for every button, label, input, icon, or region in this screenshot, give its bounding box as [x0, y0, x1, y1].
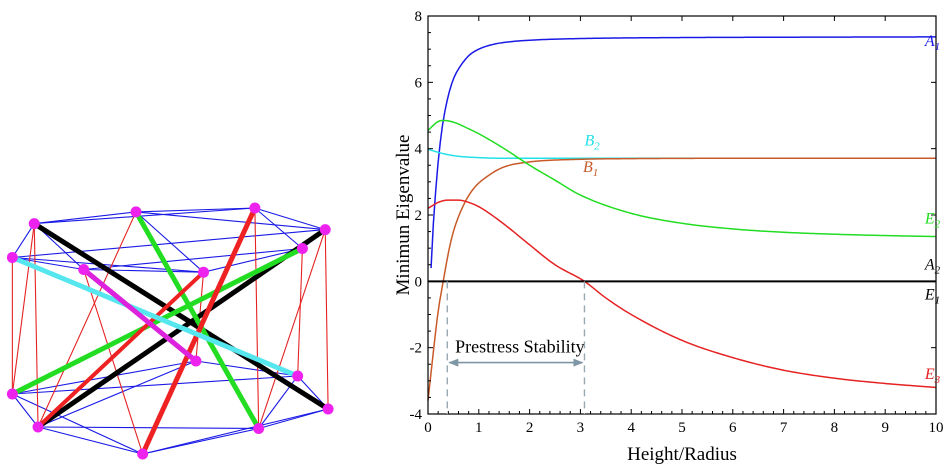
- cable-vertical: [258, 229, 326, 430]
- series-line-b2: [427, 148, 936, 160]
- series-line-b1: [427, 157, 936, 401]
- cable-vertical: [37, 211, 137, 428]
- node-n-top-d: [319, 224, 331, 236]
- cable-bottom: [11, 360, 197, 395]
- tick-labels: 0 1 2 3 4 5 6 7 8 9 10 -4 -2 0 2 4 6 8: [410, 9, 944, 436]
- bar-cyan: [9, 255, 301, 379]
- bar-red: [36, 270, 206, 429]
- y-tick-label: 4: [415, 142, 423, 158]
- x-tick-label: 9: [881, 420, 889, 436]
- cable-top: [83, 247, 303, 271]
- curve-label-e2: E2: [924, 210, 941, 230]
- cable-vertical: [11, 223, 35, 395]
- node-n-bot-b: [292, 370, 304, 382]
- bar-black: [31, 221, 331, 412]
- x-tick-label: 5: [678, 420, 686, 436]
- node-n-top-f: [296, 243, 308, 254]
- cable-bottom: [195, 360, 299, 377]
- curve-labels: A1 B2 B1 E2 E3 A2 E1: [583, 33, 941, 386]
- series-line-e2: [427, 119, 937, 238]
- prestress-stability-label: Prestress Stability: [455, 337, 585, 357]
- curve-label-e1: E1: [924, 287, 940, 307]
- curves: [427, 36, 937, 401]
- x-tick-label: 1: [475, 420, 483, 436]
- cable-top: [11, 229, 326, 259]
- node-n-top-a: [130, 206, 142, 218]
- eigenvalue-chart: 0 1 2 3 4 5 6 7 8 9 10 -4 -2 0 2 4 6 8 A1 B2 B1 E2 E3 A2 E1 Pre…: [393, 9, 944, 465]
- node-n-top-e: [6, 252, 18, 263]
- node-n-bot-g: [137, 448, 149, 460]
- cable-top: [11, 256, 85, 271]
- x-tick-label: 4: [627, 420, 635, 436]
- series-line-e3: [427, 199, 937, 389]
- cable-vertical: [297, 247, 303, 377]
- curve-label-a2e1: A2: [924, 257, 941, 277]
- cable-bottom: [37, 426, 144, 455]
- x-tick-label: 8: [831, 420, 839, 436]
- x-tick-label: 7: [780, 420, 788, 436]
- cable-bottom: [11, 375, 299, 395]
- y-tick-label: 2: [415, 208, 423, 224]
- axes: [427, 15, 937, 415]
- cable-vertical: [324, 229, 329, 410]
- node-n-top-g: [78, 264, 90, 275]
- cable-top: [202, 247, 303, 273]
- cable-top: [33, 207, 256, 225]
- y-tick-label: -2: [410, 341, 423, 357]
- x-tick-label: 10: [929, 420, 944, 436]
- x-tick-label: 6: [729, 420, 737, 436]
- x-tick-label: 2: [526, 420, 534, 436]
- y-tick-label: -4: [410, 407, 423, 423]
- series-line-a1: [430, 36, 937, 269]
- bar-magenta: [81, 267, 199, 364]
- cable-vertical: [83, 268, 144, 455]
- cable-top: [33, 211, 137, 225]
- cable-top: [11, 256, 205, 273]
- cable-vertical: [254, 207, 260, 430]
- curve-label-b2: B2: [584, 132, 600, 152]
- cable-bottom: [142, 408, 329, 455]
- cable-vertical: [33, 223, 39, 428]
- y-tick-label: 6: [415, 75, 423, 91]
- x-axis-title: Height/Radius: [627, 444, 737, 465]
- cable-bottom: [37, 426, 260, 430]
- cable-top: [254, 207, 326, 231]
- x-tick-label: 3: [577, 420, 585, 436]
- bar-green: [133, 209, 262, 431]
- node-n-bot-e: [32, 421, 44, 433]
- range-arrowhead-right: [573, 358, 584, 367]
- bar-green: [9, 246, 305, 397]
- curve-label-a1: A1: [924, 33, 940, 53]
- cable-bottom: [11, 393, 144, 455]
- range-arrowhead-left: [448, 358, 459, 367]
- bar-red: [140, 205, 258, 457]
- cable-top: [254, 207, 303, 250]
- cable-bottom: [11, 393, 39, 428]
- x-tick-label: 0: [424, 420, 432, 436]
- node-n-top-c: [28, 218, 40, 230]
- prestress-annotation: Prestress Stability: [446, 281, 586, 414]
- y-tick-label: 8: [415, 9, 423, 25]
- y-tick-label: 0: [415, 274, 423, 290]
- curve-label-e3: E3: [924, 366, 941, 386]
- node-n-bot-c: [6, 388, 18, 400]
- node-n-bot-a: [190, 355, 202, 367]
- node-n-bot-d: [322, 403, 334, 415]
- curve-label-b1: B1: [583, 159, 598, 179]
- node-n-top-h: [198, 266, 210, 278]
- cable-top: [11, 223, 35, 259]
- node-n-bot-f: [253, 423, 265, 434]
- cable-bottom: [37, 360, 197, 428]
- cable-top: [135, 211, 326, 231]
- tensegrity-structure: [6, 202, 334, 460]
- cable-top: [135, 211, 205, 273]
- cable-top: [135, 207, 256, 213]
- y-axis-title: Minimun Eigenvalue: [393, 135, 414, 296]
- node-n-top-b: [249, 202, 261, 214]
